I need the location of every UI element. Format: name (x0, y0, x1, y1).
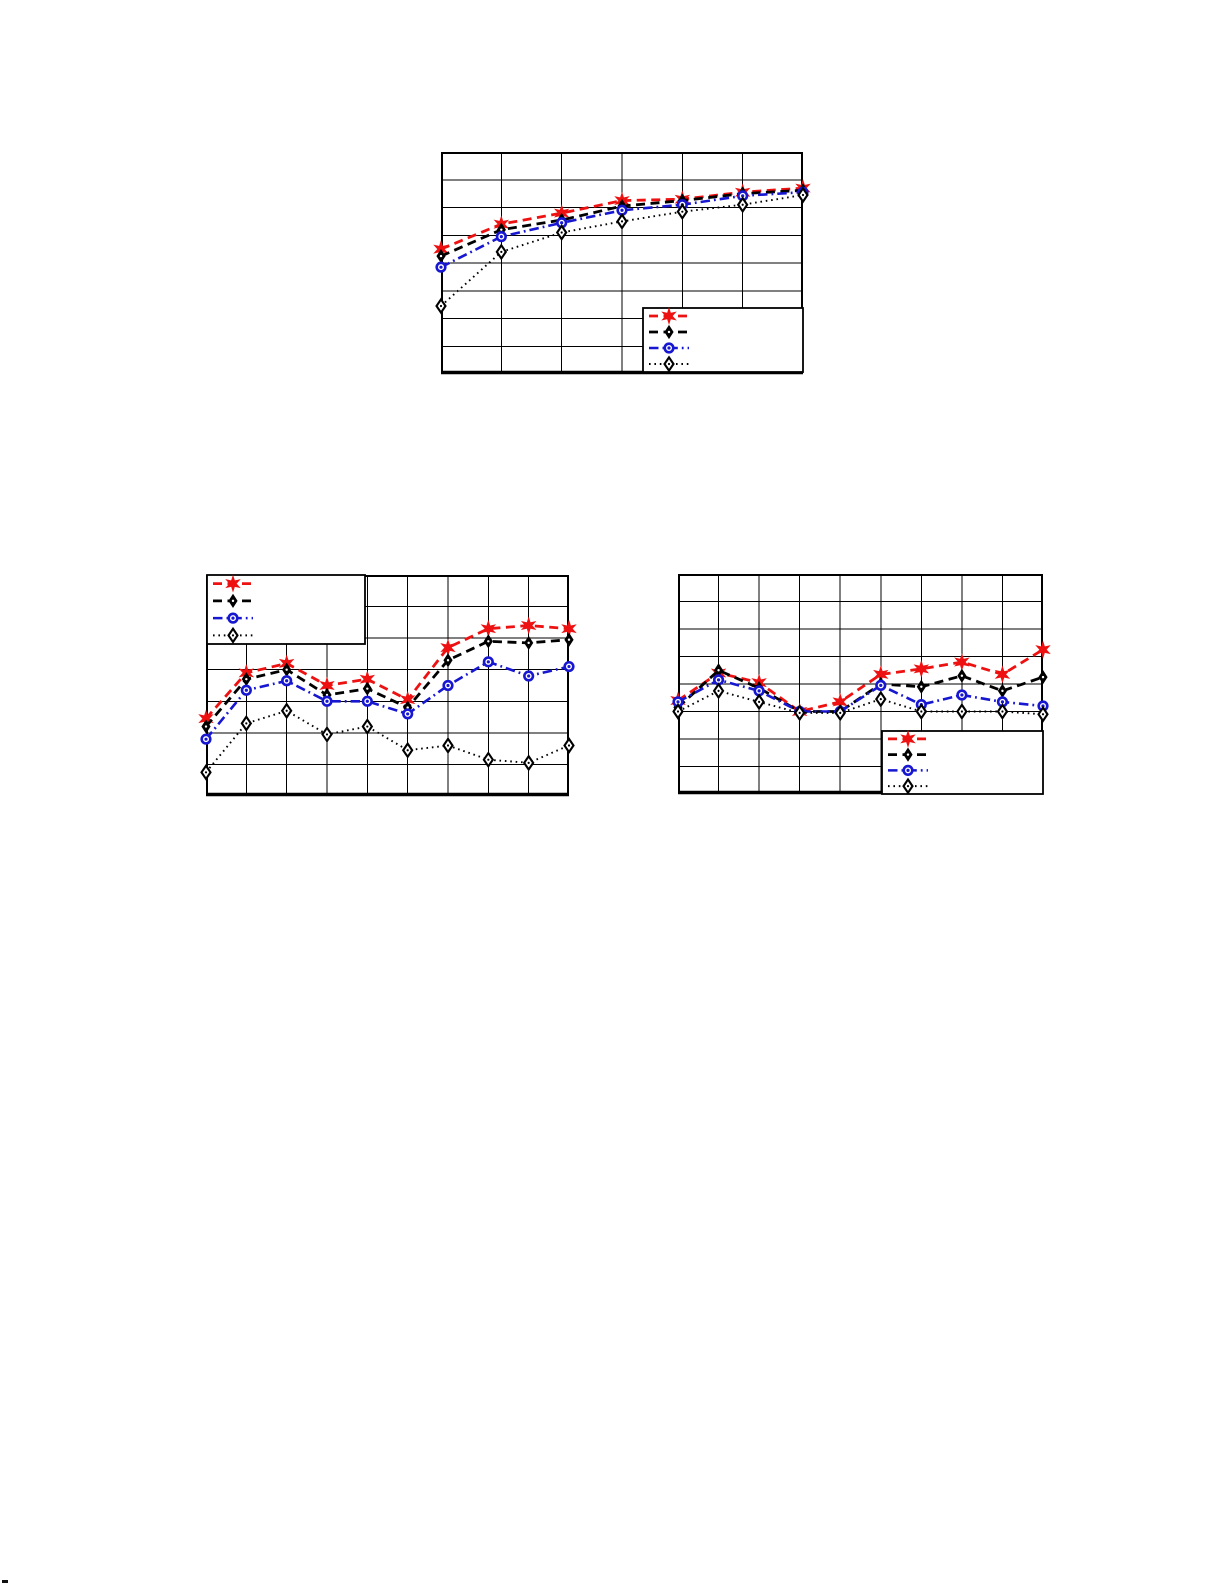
circle-dot-marker-icon (902, 764, 914, 776)
circle-dot-marker-icon (875, 679, 887, 691)
star6-marker-icon (520, 616, 537, 635)
diamond-filled-marker-icon (564, 632, 574, 647)
circle-dot-marker-icon (523, 670, 535, 682)
diamond-filled-marker-icon (443, 653, 453, 668)
diamond-open-marker-icon (736, 196, 749, 214)
legend-entry-black-diamond-dashed (649, 324, 689, 340)
diamond-open-marker-icon (797, 186, 809, 204)
star6-marker-icon (661, 307, 677, 325)
figure-top-chart (433, 152, 811, 375)
star6-marker-icon (225, 574, 241, 593)
series-black-diamond-dotted (435, 186, 809, 315)
diamond-open-marker-icon (361, 718, 374, 736)
figure-bottom-right-plot (670, 574, 1051, 795)
diamond-filled-marker-icon (201, 719, 211, 734)
figure-bottom-left-chart (198, 574, 577, 797)
circle-dot-marker-icon (227, 612, 239, 624)
diamond-open-marker-icon (227, 626, 239, 644)
diamond-open-marker-icon (442, 737, 454, 754)
diamond-filled-marker-icon (957, 668, 967, 683)
legend (206, 574, 366, 645)
diamond-open-marker-icon (240, 714, 253, 732)
circle-dot-marker-icon (402, 708, 414, 720)
circle-dot-marker-icon (435, 261, 447, 273)
legend (881, 729, 1044, 795)
series-black-diamond-dotted (200, 702, 575, 781)
circle-dot-marker-icon (240, 684, 252, 696)
star6-marker-icon (900, 729, 916, 748)
legend-entry-blue-circle-dashdot (649, 342, 689, 354)
diamond-open-marker-icon (834, 704, 846, 722)
star6-marker-icon (913, 659, 930, 678)
plot-border (206, 575, 569, 797)
diamond-open-marker-icon (563, 737, 575, 754)
diamond-open-marker-icon (495, 243, 508, 261)
diamond-open-marker-icon (875, 690, 887, 708)
legend-entry-black-diamond-dotted (888, 777, 928, 795)
diamond-open-marker-icon (555, 224, 568, 241)
diamond-filled-marker-icon (903, 747, 913, 762)
diamond-open-marker-icon (712, 682, 725, 700)
ink-speck (2, 1580, 8, 1583)
legend-entry-black-diamond-dashed (888, 747, 928, 762)
series-blue-circle-dashdot (200, 656, 575, 745)
diamond-open-marker-icon (663, 355, 675, 373)
legend-entry-red-star-dashed (888, 729, 928, 748)
diamond-open-marker-icon (996, 703, 1009, 720)
diamond-open-marker-icon (280, 702, 293, 720)
diamond-open-marker-icon (522, 754, 535, 772)
diamond-open-marker-icon (915, 703, 928, 720)
diamond-filled-marker-icon (322, 687, 332, 703)
diamond-open-marker-icon (956, 703, 968, 720)
figure-bottom-right-chart (670, 574, 1051, 795)
legend-entry-blue-circle-dashdot (888, 764, 928, 776)
legend-entry-black-diamond-dotted (213, 626, 253, 644)
diamond-filled-marker-icon (664, 324, 674, 340)
figure-bottom-left-plot (198, 574, 577, 797)
diamond-open-marker-icon (435, 297, 447, 315)
diamond-open-marker-icon (676, 203, 689, 221)
diamond-open-marker-icon (616, 212, 628, 230)
diamond-open-marker-icon (902, 777, 914, 795)
legend-entry-black-diamond-dotted (649, 355, 689, 373)
circle-dot-marker-icon (321, 695, 333, 707)
diamond-open-marker-icon (672, 703, 684, 720)
diamond-open-marker-icon (401, 741, 414, 759)
diamond-open-marker-icon (482, 751, 495, 769)
star6-marker-icon (1035, 640, 1051, 659)
circle-dot-marker-icon (281, 675, 293, 687)
legend-entry-red-star-dashed (213, 574, 253, 593)
diamond-open-marker-icon (321, 725, 333, 743)
diamond-filled-marker-icon (228, 593, 238, 608)
circle-dot-marker-icon (361, 695, 373, 707)
circle-dot-marker-icon (563, 660, 575, 673)
diamond-filled-marker-icon (997, 683, 1008, 698)
legend (642, 307, 804, 373)
legend-entry-red-star-dashed (649, 307, 689, 325)
circle-dot-marker-icon (737, 190, 749, 202)
diamond-open-marker-icon (1037, 705, 1049, 723)
diamond-open-marker-icon (753, 693, 765, 711)
diamond-open-marker-icon (200, 763, 212, 781)
circle-dot-marker-icon (200, 733, 212, 745)
legend-entry-black-diamond-dashed (213, 593, 253, 608)
circle-dot-marker-icon (495, 231, 507, 243)
legend-entry-blue-circle-dashdot (213, 612, 253, 624)
diamond-filled-marker-icon (436, 248, 446, 264)
diamond-filled-marker-icon (713, 663, 724, 678)
series-black-diamond-dotted (672, 682, 1049, 723)
star6-marker-icon (994, 665, 1011, 684)
diamond-filled-marker-icon (524, 635, 534, 650)
figure-top-plot (433, 152, 811, 375)
circle-dot-marker-icon (442, 679, 454, 692)
diamond-open-marker-icon (793, 704, 806, 722)
circle-dot-marker-icon (663, 342, 675, 354)
circle-dot-marker-icon (482, 656, 494, 668)
circle-dot-marker-icon (956, 689, 968, 701)
